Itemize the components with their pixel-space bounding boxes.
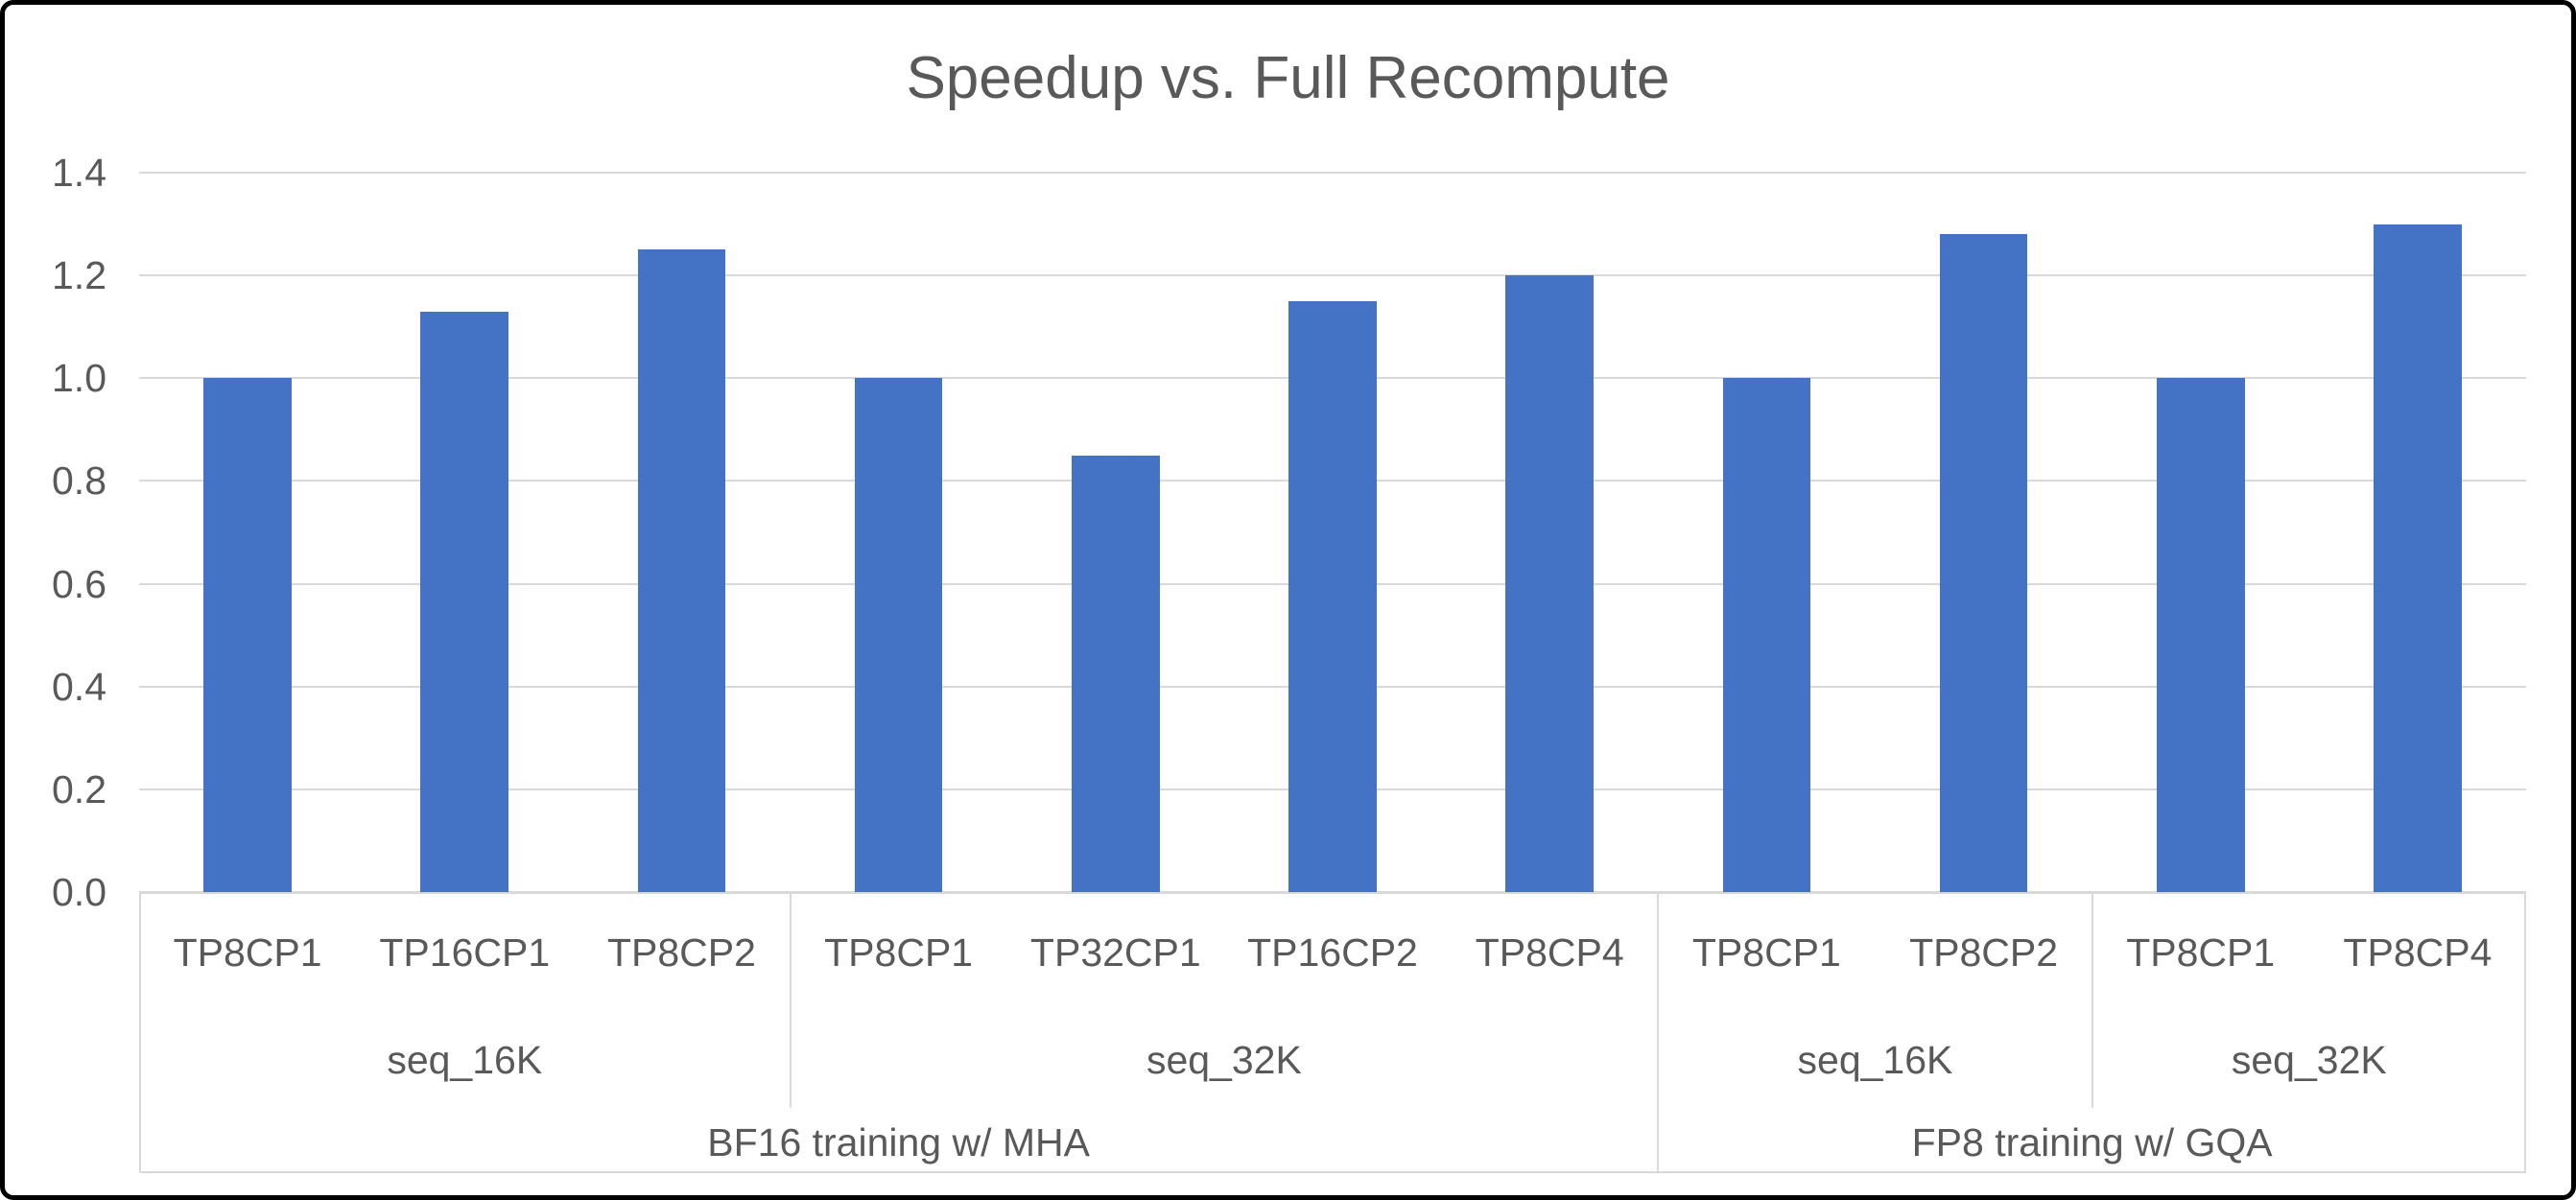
y-tick-label: 0.0 xyxy=(52,870,106,914)
y-tick-label: 0.4 xyxy=(52,664,106,709)
seq-group-label: seq_16K xyxy=(1797,1037,1953,1082)
y-tick-label: 1.2 xyxy=(52,253,106,298)
bar xyxy=(203,378,292,892)
bar-label: TP8CP2 xyxy=(1909,930,2059,975)
gridline xyxy=(139,172,2526,174)
training-group-divider xyxy=(1657,892,1660,1173)
bar-label: TP8CP1 xyxy=(173,930,322,975)
category-axis-box xyxy=(139,892,2526,1173)
seq-group-divider xyxy=(2091,892,2093,1108)
bar-label: TP32CP1 xyxy=(1029,930,1201,975)
y-tick-label: 1.4 xyxy=(52,151,106,195)
bar xyxy=(1505,275,1594,892)
bar-label: TP8CP2 xyxy=(606,930,756,975)
y-tick-label: 0.6 xyxy=(52,561,106,606)
bar xyxy=(854,378,943,892)
bar xyxy=(1288,300,1377,892)
bar xyxy=(2374,224,2462,892)
training-group-label: FP8 training w/ GQA xyxy=(1911,1120,2273,1165)
bar-label: TP8CP4 xyxy=(2343,930,2493,975)
gridline xyxy=(139,274,2526,277)
bar xyxy=(637,249,726,892)
bar xyxy=(2156,378,2245,892)
bar-label: TP16CP2 xyxy=(1247,930,1418,975)
bar-label: TP8CP1 xyxy=(824,930,974,975)
seq-group-label: seq_16K xyxy=(387,1037,543,1082)
y-tick-label: 0.8 xyxy=(52,459,106,504)
y-tick-label: 1.0 xyxy=(52,356,106,401)
bar xyxy=(1939,234,2028,892)
seq-group-label: seq_32K xyxy=(2231,1037,2387,1082)
bar xyxy=(1722,378,1811,892)
bar-label: TP8CP1 xyxy=(1691,930,1841,975)
training-group-label: BF16 training w/ MHA xyxy=(707,1120,1090,1165)
seq-group-divider xyxy=(789,892,792,1108)
bar xyxy=(1072,455,1160,892)
bar-label: TP8CP4 xyxy=(1475,930,1624,975)
y-tick-label: 0.2 xyxy=(52,766,106,812)
bar-label: TP16CP1 xyxy=(379,930,551,975)
seq-group-label: seq_32K xyxy=(1146,1037,1302,1082)
bar-label: TP8CP1 xyxy=(2126,930,2276,975)
chart-title: Speedup vs. Full Recompute xyxy=(906,45,1670,111)
bar xyxy=(420,311,509,892)
